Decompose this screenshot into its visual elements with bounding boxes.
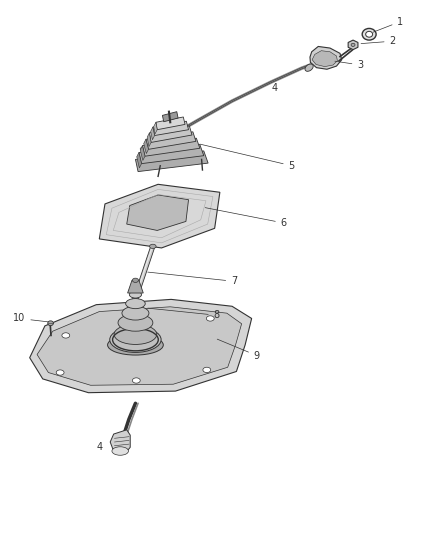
Polygon shape (110, 430, 130, 453)
Ellipse shape (203, 367, 211, 373)
Polygon shape (147, 133, 151, 147)
Ellipse shape (122, 306, 149, 320)
Polygon shape (99, 184, 220, 248)
Ellipse shape (129, 291, 141, 298)
Text: 10: 10 (13, 313, 48, 324)
Polygon shape (127, 280, 143, 293)
Ellipse shape (305, 64, 313, 71)
Polygon shape (37, 307, 242, 385)
Text: 4: 4 (271, 83, 277, 93)
Ellipse shape (132, 378, 140, 383)
Polygon shape (154, 122, 157, 134)
Ellipse shape (114, 324, 157, 344)
Polygon shape (312, 51, 337, 67)
Text: 1: 1 (373, 17, 403, 32)
Ellipse shape (112, 447, 128, 455)
Ellipse shape (126, 298, 145, 309)
Polygon shape (127, 195, 188, 230)
Text: 3: 3 (335, 60, 364, 70)
Ellipse shape (132, 278, 138, 282)
Ellipse shape (56, 370, 64, 375)
Text: 6: 6 (205, 208, 287, 228)
Ellipse shape (62, 333, 70, 338)
Text: 9: 9 (217, 339, 260, 361)
Ellipse shape (110, 327, 161, 352)
Ellipse shape (362, 28, 376, 40)
Polygon shape (142, 138, 200, 156)
Polygon shape (149, 126, 192, 142)
Polygon shape (137, 152, 141, 168)
Ellipse shape (132, 296, 139, 301)
Text: 7: 7 (148, 272, 237, 286)
Polygon shape (140, 146, 145, 160)
Polygon shape (151, 127, 155, 140)
Text: 4: 4 (96, 442, 102, 452)
Polygon shape (139, 144, 204, 164)
Ellipse shape (118, 314, 153, 331)
Text: 5: 5 (200, 144, 295, 171)
Polygon shape (153, 121, 188, 135)
Polygon shape (310, 46, 342, 69)
Polygon shape (146, 132, 196, 149)
Ellipse shape (366, 31, 373, 37)
Polygon shape (144, 139, 148, 154)
Polygon shape (133, 246, 155, 298)
Polygon shape (156, 117, 185, 130)
Polygon shape (135, 151, 208, 172)
Ellipse shape (206, 316, 214, 321)
Polygon shape (162, 112, 178, 122)
Ellipse shape (48, 321, 53, 326)
Ellipse shape (351, 43, 355, 46)
Ellipse shape (108, 335, 163, 355)
Text: 2: 2 (361, 36, 396, 46)
Ellipse shape (150, 244, 156, 248)
Polygon shape (348, 40, 358, 50)
Polygon shape (30, 300, 252, 393)
Text: 8: 8 (148, 308, 220, 320)
